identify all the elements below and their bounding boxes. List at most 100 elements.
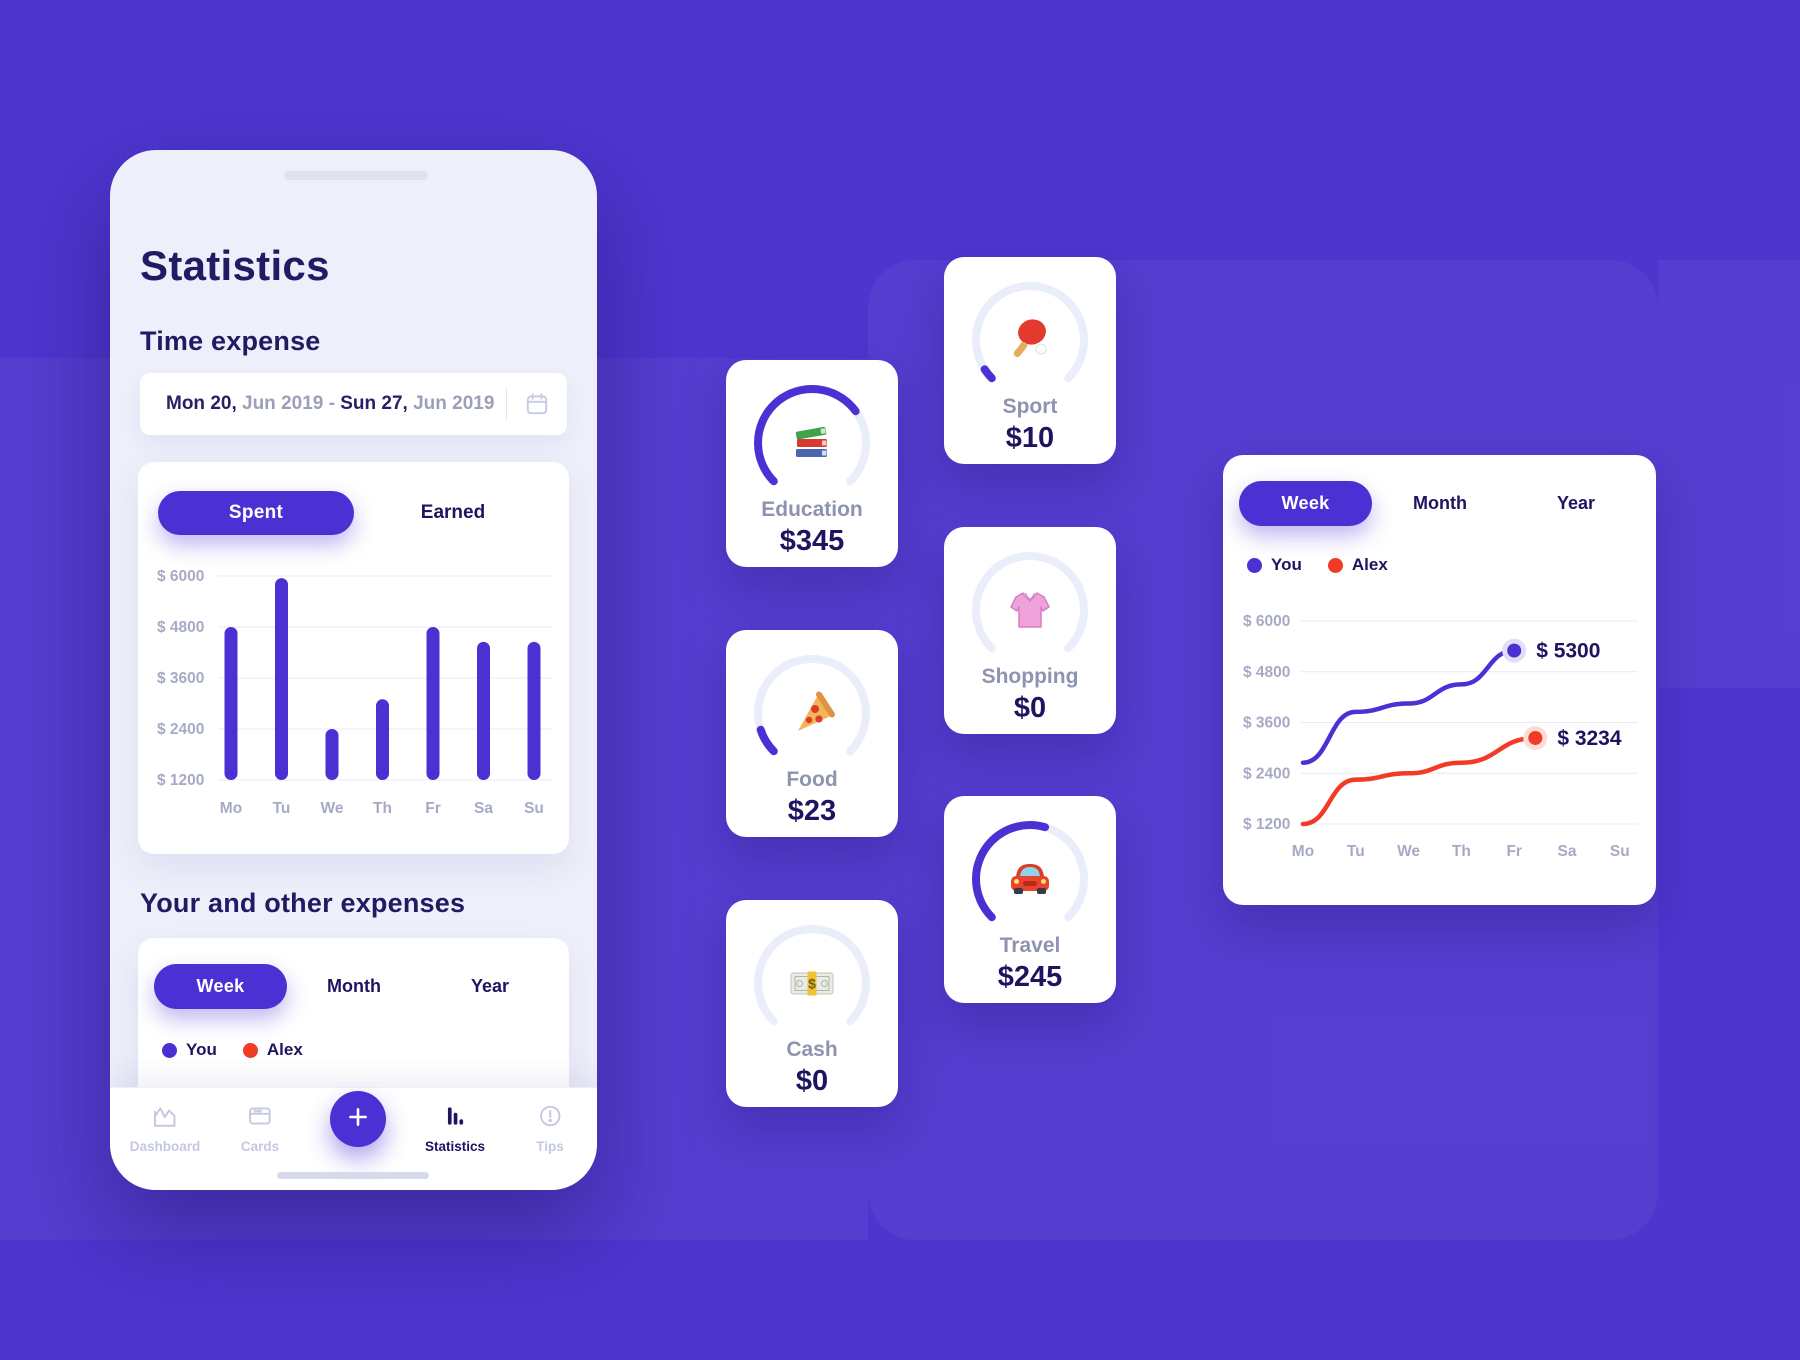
tips-icon bbox=[537, 1103, 563, 1134]
x-axis-label: Su bbox=[524, 800, 544, 817]
tab-earned[interactable]: Earned bbox=[420, 502, 486, 523]
legend-you: You bbox=[1247, 555, 1302, 575]
bar-We bbox=[325, 729, 339, 780]
nav-cards[interactable]: Cards bbox=[241, 1103, 279, 1154]
sport-progress-ring bbox=[972, 282, 1088, 383]
money-icon: $ bbox=[788, 959, 836, 1007]
bar-Sa bbox=[477, 641, 490, 780]
category-card-food[interactable]: Food $23 bbox=[726, 630, 898, 837]
spent-chart-card: Spent Earned $ 6000 $ 4800 $ 3600 $ 2400 $ 1… bbox=[138, 462, 569, 854]
category-value: $245 bbox=[997, 961, 1063, 993]
legend: You Alex bbox=[162, 1040, 303, 1060]
alex-dot-icon bbox=[1327, 557, 1343, 573]
home-indicator[interactable] bbox=[277, 1172, 429, 1179]
y-axis-label: $ 3600 bbox=[157, 670, 204, 687]
tab-week[interactable]: Week bbox=[1239, 481, 1372, 526]
date-range-picker[interactable]: Mon 20, Jun 2019 - Sun 27, Jun 2019 bbox=[140, 373, 567, 435]
category-card-education[interactable]: Education $345 bbox=[726, 360, 898, 567]
weekly-spent-bar-chart: $ 6000 $ 4800 $ 3600 $ 2400 $ 1200 Mo Tu We Th Fr… bbox=[157, 568, 553, 817]
legend-alex-label: Alex bbox=[266, 1040, 303, 1059]
comparison-chart-card: Week Month Year You Alex $ 6000 $ 4800 $ 3… bbox=[1223, 455, 1656, 905]
bar-Fr bbox=[426, 627, 440, 780]
bar-Su bbox=[527, 641, 541, 780]
nav-tips[interactable]: Tips bbox=[536, 1103, 564, 1154]
nav-cards-label: Cards bbox=[240, 1139, 280, 1154]
legend-you: You bbox=[162, 1040, 217, 1060]
x-axis-label: Su bbox=[1610, 843, 1630, 860]
nav-dashboard-label: Dashboard bbox=[129, 1139, 201, 1154]
alex-dot-icon bbox=[242, 1042, 258, 1058]
cards-icon bbox=[247, 1103, 273, 1134]
y-axis-label: $ 2400 bbox=[1243, 765, 1290, 782]
endpoint-dot bbox=[1507, 643, 1522, 658]
pizza-icon bbox=[788, 689, 836, 737]
nav-tips-label: Tips bbox=[536, 1139, 564, 1154]
x-axis-label: Th bbox=[1452, 843, 1471, 860]
date-mid: Jun 2019 - bbox=[236, 393, 341, 414]
legend: You Alex bbox=[1247, 555, 1388, 575]
x-axis-label: Mo bbox=[220, 800, 242, 817]
page-title: Statistics bbox=[140, 242, 330, 289]
tab-spent[interactable]: Spent bbox=[158, 491, 354, 535]
x-axis-label: Tu bbox=[273, 800, 291, 817]
x-axis-label: Tu bbox=[1347, 843, 1365, 860]
time-expense-heading: Time expense bbox=[140, 326, 321, 356]
x-axis-label: Fr bbox=[425, 800, 441, 817]
x-axis-label: Sa bbox=[1558, 843, 1577, 860]
date-start-day: Mon 20, bbox=[166, 393, 237, 414]
endpoint-dot bbox=[1528, 730, 1543, 745]
nav-statistics-label: Statistics bbox=[424, 1139, 486, 1154]
date-range-text: Mon 20, Jun 2019 - Sun 27, Jun 2019 bbox=[140, 393, 494, 415]
x-axis-label: We bbox=[321, 800, 344, 817]
category-label: Food bbox=[786, 768, 838, 791]
category-label: Education bbox=[761, 498, 863, 521]
calendar-icon[interactable] bbox=[507, 391, 567, 417]
bar-Th bbox=[376, 699, 389, 780]
category-card-travel[interactable]: Travel $245 bbox=[944, 796, 1116, 1003]
shopping-progress-ring bbox=[972, 552, 1088, 653]
education-progress-ring bbox=[754, 385, 870, 486]
svg-text:$: $ bbox=[808, 976, 816, 992]
legend-alex-label: Alex bbox=[1351, 555, 1388, 574]
category-label: Cash bbox=[786, 1038, 838, 1061]
legend-alex: Alex bbox=[242, 1040, 303, 1060]
legend-alex: Alex bbox=[1327, 555, 1388, 575]
category-value: $0 bbox=[1013, 692, 1047, 724]
legend-you-label: You bbox=[1271, 555, 1302, 574]
you-dot-icon bbox=[162, 1042, 177, 1058]
you-dot-icon bbox=[1247, 557, 1262, 573]
y-axis-label: $ 4800 bbox=[1243, 664, 1290, 681]
blouse-icon bbox=[1006, 586, 1054, 634]
tab-month[interactable]: Month bbox=[327, 976, 381, 996]
category-card-cash[interactable]: $ Cash $0 bbox=[726, 900, 898, 1107]
phone-notch-handle bbox=[284, 171, 428, 180]
y-axis-label: $ 2400 bbox=[157, 721, 204, 738]
tab-month[interactable]: Month bbox=[1413, 493, 1467, 513]
statistics-icon bbox=[442, 1103, 468, 1134]
category-card-sport[interactable]: Sport $10 bbox=[944, 257, 1116, 464]
tab-week[interactable]: Week bbox=[154, 964, 287, 1009]
date-box-divider bbox=[506, 387, 507, 421]
line-series-you bbox=[1300, 648, 1517, 765]
food-progress-ring bbox=[754, 655, 870, 756]
travel-progress-ring bbox=[972, 821, 1088, 922]
background-band-right bbox=[1658, 260, 1800, 688]
x-axis-label: Fr bbox=[1506, 843, 1522, 860]
car-icon bbox=[1006, 855, 1054, 903]
date-end-month: Jun 2019 bbox=[407, 393, 495, 414]
end-value-label: $ 3234 bbox=[1557, 727, 1622, 750]
category-label: Shopping bbox=[981, 665, 1079, 688]
legend-you-label: You bbox=[186, 1040, 217, 1059]
nav-dashboard[interactable]: Dashboard bbox=[129, 1103, 201, 1154]
tab-year[interactable]: Year bbox=[1556, 493, 1596, 513]
bar-Mo bbox=[224, 627, 238, 780]
tab-year[interactable]: Year bbox=[470, 976, 510, 996]
category-card-shopping[interactable]: Shopping $0 bbox=[944, 527, 1116, 734]
y-axis-label: $ 1200 bbox=[1243, 816, 1290, 833]
category-value: $0 bbox=[795, 1065, 829, 1097]
add-button[interactable] bbox=[330, 1091, 386, 1147]
nav-statistics[interactable]: Statistics bbox=[425, 1103, 485, 1154]
category-label: Sport bbox=[1002, 395, 1058, 418]
other-expenses-heading: Your and other expenses bbox=[140, 888, 466, 918]
